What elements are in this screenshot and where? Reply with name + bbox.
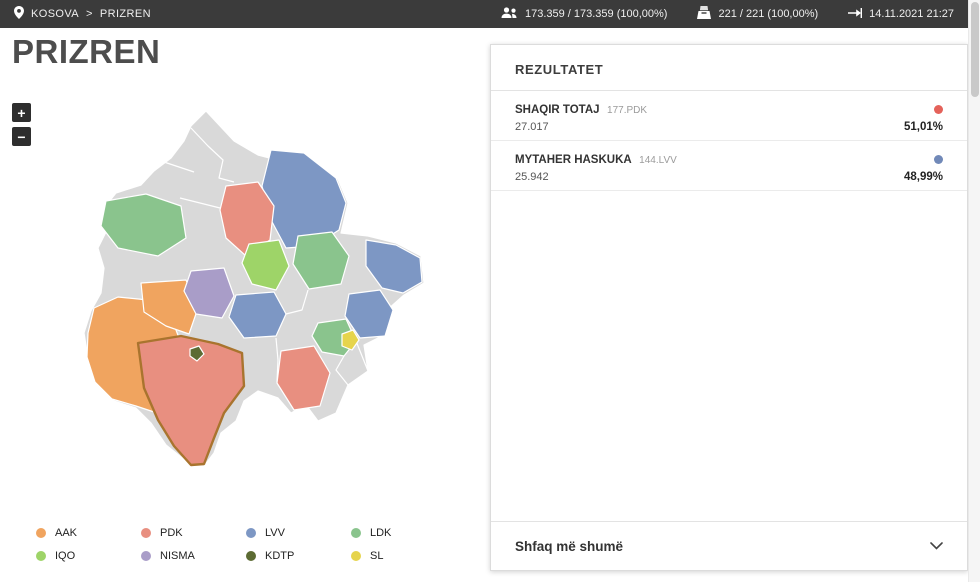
candidate-votes: 25.942 bbox=[515, 171, 549, 183]
candidate-party: 177.PDK bbox=[607, 105, 648, 116]
candidate-name: SHAQIR TOTAJ bbox=[515, 104, 600, 116]
map-region-nisma[interactable] bbox=[183, 267, 235, 319]
map-region-pdk[interactable] bbox=[276, 345, 331, 411]
legend-label: IQO bbox=[55, 550, 76, 562]
legend-dot bbox=[141, 551, 151, 561]
map-border-line bbox=[190, 127, 235, 183]
map-region-prizren-selected[interactable] bbox=[136, 334, 246, 467]
legend-dot bbox=[246, 551, 256, 561]
candidate-name: MYTAHER HASKUKA bbox=[515, 154, 632, 166]
page-title: PRIZREN bbox=[12, 33, 161, 70]
stations-value: 221 / 221 (100,00%) bbox=[718, 8, 819, 20]
legend-label: PDK bbox=[160, 527, 183, 539]
legend-label: LDK bbox=[370, 527, 392, 539]
map-region-lvv[interactable] bbox=[344, 289, 394, 339]
map-border-line bbox=[179, 197, 221, 209]
legend-label: SL bbox=[370, 550, 384, 562]
zoom-controls: + − bbox=[12, 103, 31, 146]
chevron-down-icon bbox=[930, 537, 943, 555]
scrollbar[interactable] bbox=[968, 0, 980, 582]
location-pin-icon bbox=[14, 6, 24, 22]
legend-item: LDK bbox=[351, 527, 456, 539]
breadcrumb-item-kosova[interactable]: KOSOVA bbox=[31, 8, 80, 20]
legend-dot bbox=[36, 551, 46, 561]
map-region-ldk[interactable] bbox=[292, 231, 350, 290]
breadcrumb-item-prizren[interactable]: PRIZREN bbox=[99, 8, 151, 20]
updated-value: 14.11.2021 21:27 bbox=[869, 8, 954, 20]
legend-dot bbox=[141, 528, 151, 538]
legend-label: LVV bbox=[265, 527, 285, 539]
voters-stat: 173.359 / 173.359 (100,00%) bbox=[501, 6, 668, 22]
legend-item: KDTP bbox=[246, 550, 351, 562]
results-panel: REZULTATET SHAQIR TOTAJ 177.PDK 27.017 5… bbox=[490, 44, 968, 571]
candidate-row: SHAQIR TOTAJ 177.PDK 27.017 51,01% bbox=[491, 91, 967, 141]
candidate-row: MYTAHER HASKUKA 144.LVV 25.942 48,99% bbox=[491, 141, 967, 191]
map-border-line bbox=[163, 161, 195, 173]
map-border-line bbox=[285, 289, 309, 315]
map-region-aak[interactable] bbox=[140, 279, 199, 335]
legend-item: IQO bbox=[36, 550, 141, 562]
legend-item: SL bbox=[351, 550, 456, 562]
breadcrumb-separator: > bbox=[86, 8, 93, 20]
legend-dot bbox=[351, 528, 361, 538]
show-more-label: Shfaq më shumë bbox=[515, 538, 624, 554]
stations-stat: 221 / 221 (100,00%) bbox=[697, 6, 818, 22]
map-region-lvv[interactable] bbox=[228, 291, 287, 339]
results-title: REZULTATET bbox=[491, 45, 967, 91]
zoom-out-button[interactable]: − bbox=[12, 127, 31, 146]
candidate-votes: 27.017 bbox=[515, 121, 549, 133]
show-more-button[interactable]: Shfaq më shumë bbox=[491, 521, 967, 570]
updated-stat: 14.11.2021 21:27 bbox=[848, 7, 954, 22]
legend-dot bbox=[246, 528, 256, 538]
legend-item: LVV bbox=[246, 527, 351, 539]
candidate-party: 144.LVV bbox=[639, 155, 677, 166]
map-region-kdtp[interactable] bbox=[189, 345, 205, 362]
voters-value: 173.359 / 173.359 (100,00%) bbox=[524, 8, 668, 20]
map-region-ldk[interactable] bbox=[100, 193, 187, 257]
kosovo-map bbox=[83, 110, 425, 467]
legend-dot bbox=[36, 528, 46, 538]
legend-item: PDK bbox=[141, 527, 246, 539]
top-bar: KOSOVA > PRIZREN 173.359 / 173.359 (100,… bbox=[0, 0, 968, 28]
legend-label: AAK bbox=[55, 527, 78, 539]
map-region-sl[interactable] bbox=[341, 329, 360, 351]
map-border-line bbox=[275, 337, 279, 383]
legend-item: NISMA bbox=[141, 550, 246, 562]
map-region-lvv[interactable] bbox=[365, 239, 423, 294]
header-stats: 173.359 / 173.359 (100,00%) 221 / 221 (1… bbox=[501, 6, 954, 22]
map-base bbox=[83, 110, 425, 467]
scrollbar-thumb[interactable] bbox=[971, 2, 979, 97]
legend-item: AAK bbox=[36, 527, 141, 539]
map-region-iqo[interactable] bbox=[241, 239, 290, 291]
breadcrumb: KOSOVA > PRIZREN bbox=[14, 6, 151, 22]
zoom-in-button[interactable]: + bbox=[12, 103, 31, 122]
ballot-box-icon bbox=[697, 6, 712, 22]
candidate-percent: 51,01% bbox=[903, 121, 943, 133]
last-updated-icon bbox=[848, 7, 863, 22]
voters-icon bbox=[501, 6, 518, 22]
candidate-party-dot bbox=[934, 154, 943, 164]
legend-label: NISMA bbox=[160, 550, 195, 562]
legend-label: KDTP bbox=[265, 550, 295, 562]
candidate-party-dot bbox=[934, 104, 943, 114]
legend-dot bbox=[351, 551, 361, 561]
candidate-percent: 48,99% bbox=[903, 171, 943, 183]
map-legend: AAK PDK LVV LDK IQO NISMA KDTP SL bbox=[36, 527, 456, 562]
map-border-line bbox=[335, 355, 349, 386]
map-border-line bbox=[355, 340, 369, 372]
